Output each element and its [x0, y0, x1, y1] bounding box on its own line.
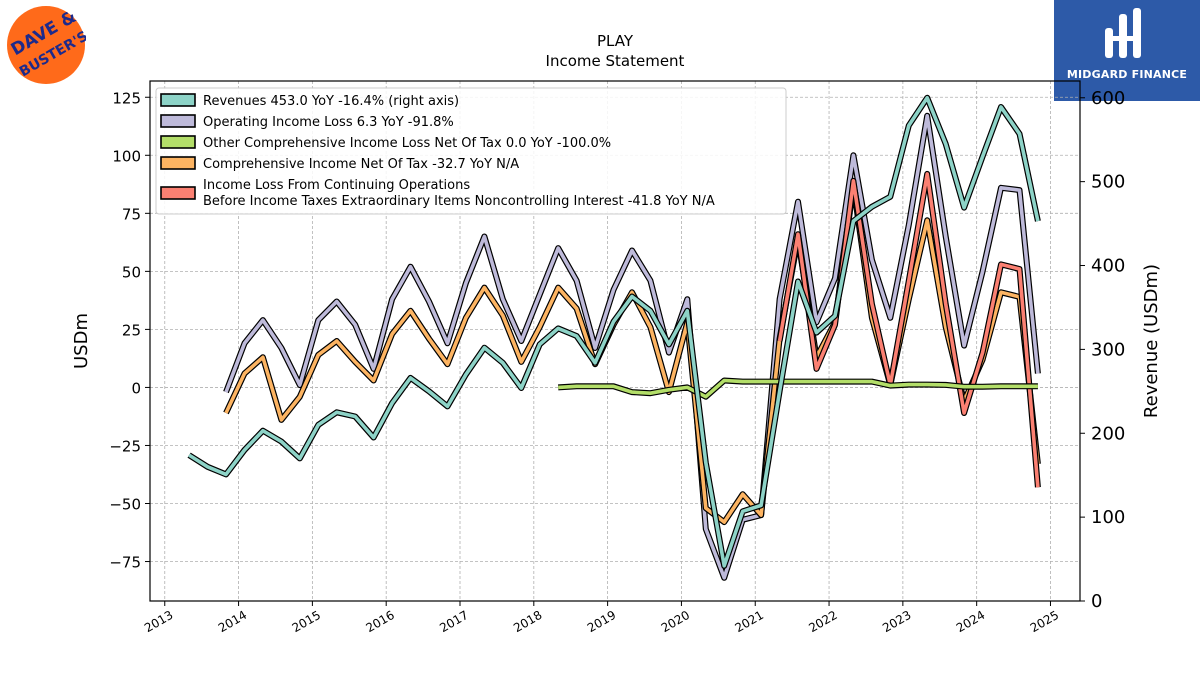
axes: 2013 2014 2015 2016 2017 2018 2019 2020 2021 2022… [109, 88, 1125, 635]
right-tick-label: 0 [1091, 591, 1102, 612]
right-tick-label: 100 [1091, 507, 1125, 528]
logo-circle [7, 6, 85, 84]
left-tick-label: 75 [122, 205, 141, 223]
legend-label-4-line1: Income Loss From Continuing Operations [203, 178, 470, 193]
left-tick-label: −25 [109, 437, 141, 455]
legend-box [155, 87, 787, 215]
x-tick-label: 2015 [290, 608, 323, 635]
legend-label-4-line2: Before Income Taxes Extraordinary Items … [203, 194, 715, 209]
plot-frame [149, 80, 1081, 602]
right-axis-label: Revenue (USDm) [1141, 264, 1162, 418]
midgard-mark-icon [1105, 8, 1141, 58]
x-tick-label: 2021 [733, 608, 766, 635]
series-line-0 [188, 96, 1040, 568]
left-axis-label: USDm [71, 313, 92, 369]
right-tick-label: 500 [1091, 172, 1125, 193]
x-tick-label: 2019 [585, 608, 618, 635]
left-tick-label: −50 [109, 496, 141, 514]
legend-label-0: Revenues 453.0 YoY -16.4% (right axis) [203, 94, 459, 109]
x-tick-label: 2018 [511, 608, 544, 635]
midgard-finance-logo: MIDGARD FINANCE [1054, 0, 1200, 101]
legend-swatch-3 [160, 156, 196, 170]
series-line-4 [777, 172, 1040, 488]
right-tick-label: 400 [1091, 256, 1125, 277]
legend-swatch-0 [160, 93, 196, 107]
chart-subtitle: Income Statement [545, 52, 685, 70]
left-tick-label: 100 [112, 147, 141, 165]
left-tick-label: 25 [122, 321, 141, 339]
series-line-1 [224, 114, 1040, 580]
left-tick-label: 0 [131, 379, 141, 397]
legend-swatch-4 [160, 186, 196, 200]
x-tick-label: 2016 [363, 608, 396, 635]
x-tick-label: 2020 [659, 608, 692, 635]
left-tick-label: −75 [109, 554, 141, 572]
legend-label-3: Comprehensive Income Net Of Tax -32.7 Yo… [203, 157, 519, 172]
legend-swatch-1 [160, 114, 196, 128]
left-tick-label: 50 [122, 263, 141, 281]
legend-label-1: Operating Income Loss 6.3 YoY -91.8% [203, 115, 454, 130]
left-tick-label: 125 [112, 89, 141, 107]
x-tick-label: 2025 [1028, 608, 1061, 635]
legend-swatch-2 [160, 135, 196, 149]
x-tick-label: 2013 [142, 608, 175, 635]
dave-and-busters-logo: DAVE & BUSTER'S [7, 6, 86, 84]
logo-brand-text: MIDGARD FINANCE [1066, 68, 1188, 81]
chart-title: PLAY [596, 32, 633, 50]
x-tick-label: 2023 [880, 608, 913, 635]
right-tick-label: 200 [1091, 423, 1125, 444]
legend: Revenues 453.0 YoY -16.4% (right axis) Op… [155, 87, 787, 215]
series-lines [187, 94, 1041, 581]
x-tick-label: 2014 [216, 608, 249, 635]
x-tick-label: 2022 [806, 608, 839, 635]
x-tick-label: 2017 [437, 608, 470, 635]
legend-label-2: Other Comprehensive Income Loss Net Of T… [203, 136, 611, 151]
right-tick-label: 300 [1091, 339, 1125, 360]
x-tick-label: 2024 [954, 608, 987, 635]
right-tick-label: 600 [1091, 88, 1125, 109]
series-line-2 [558, 378, 1038, 399]
